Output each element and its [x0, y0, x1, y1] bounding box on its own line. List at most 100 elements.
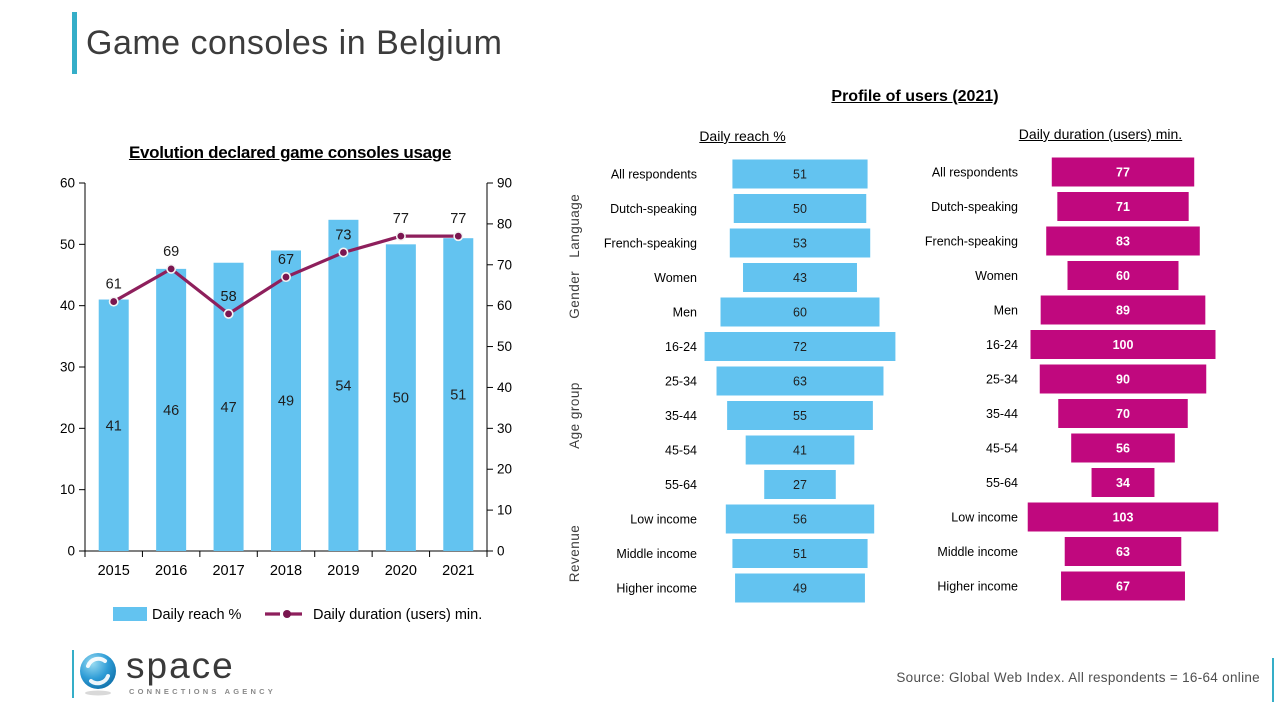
bar: [1091, 468, 1155, 497]
category-label: French-speaking: [604, 237, 697, 251]
category-label: Dutch-speaking: [931, 200, 1018, 214]
x-axis-category-label: 2018: [270, 563, 302, 579]
bar-value-label: 103: [1113, 511, 1134, 525]
bar: [156, 268, 187, 551]
group-label: Gender: [567, 271, 582, 319]
bar-value-label: 67: [1116, 580, 1130, 594]
category-label: 25-34: [986, 373, 1018, 387]
right-axis-tick-label: 20: [497, 462, 512, 477]
category-label: Women: [654, 271, 697, 285]
bar-value-label: 83: [1116, 235, 1130, 249]
evolution-chart-section: Evolution declared game consoles usage 0…: [55, 143, 525, 637]
bar: [1064, 537, 1182, 566]
category-label: Low income: [630, 513, 697, 527]
left-axis-tick-label: 50: [60, 237, 75, 252]
bar-value-label: 51: [793, 168, 807, 182]
line-value-label: 77: [450, 211, 466, 227]
space-logo-sphere-icon: [80, 653, 116, 696]
x-axis-category-label: 2020: [385, 563, 417, 579]
line-marker: [395, 231, 406, 242]
category-label: 16-24: [665, 340, 697, 354]
right-axis-tick-label: 40: [497, 380, 512, 395]
category-label: Dutch-speaking: [610, 202, 697, 216]
category-label: French-speaking: [925, 235, 1018, 249]
bar-value-label: 63: [1116, 545, 1130, 559]
category-label: Higher income: [616, 582, 697, 596]
bar: [1046, 226, 1200, 256]
bar-value-label: 49: [278, 394, 294, 410]
bar: [1027, 502, 1219, 532]
bar: [443, 238, 474, 551]
x-axis-category-label: 2015: [98, 563, 130, 579]
bar-value-label: 90: [1116, 373, 1130, 387]
bar-value-label: 43: [793, 271, 807, 285]
daily-reach-chart: 51 All respondents 50 Dutch-speaking 53 Frenc…: [567, 159, 896, 603]
left-axis-tick-label: 10: [60, 482, 75, 497]
category-label: 25-34: [665, 375, 697, 389]
line-value-label: 61: [106, 277, 122, 293]
right-axis-tick-label: 0: [497, 544, 505, 559]
line-marker: [281, 272, 292, 283]
bar-value-label: 54: [335, 378, 351, 394]
category-label: All respondents: [932, 166, 1018, 180]
bar: [1051, 157, 1195, 187]
daily-duration-chart-block: Daily duration (users) min. 77 All respon…: [905, 126, 1240, 611]
line-marker: [223, 308, 234, 319]
bar: [1071, 433, 1175, 463]
daily-duration-title: Daily duration (users) min.: [1018, 126, 1183, 142]
left-axis-tick-label: 0: [67, 544, 75, 559]
line-marker: [338, 247, 349, 258]
category-label: 35-44: [986, 407, 1018, 421]
bar: [725, 504, 875, 534]
evolution-chart-title: Evolution declared game consoles usage: [128, 143, 452, 162]
source-accent-bar: [1272, 658, 1274, 702]
bar: [727, 401, 873, 430]
line-value-label: 67: [278, 252, 294, 268]
bar: [720, 297, 880, 327]
legend-line-marker: [283, 610, 291, 618]
line-marker: [166, 263, 177, 274]
category-label: Men: [994, 304, 1018, 318]
space-logo-tagline: CONNECTIONS AGENCY: [129, 687, 276, 696]
bar-value-label: 51: [450, 388, 466, 404]
left-axis-tick-label: 60: [60, 176, 75, 191]
line-marker: [453, 231, 464, 242]
category-label: Women: [975, 269, 1018, 283]
category-label: 55-64: [665, 478, 697, 492]
category-label: Middle income: [616, 547, 697, 561]
bar-value-label: 50: [793, 202, 807, 216]
line-value-label: 69: [163, 244, 179, 260]
daily-reach-title: Daily reach %: [699, 128, 786, 144]
bar: [745, 435, 855, 465]
bar: [729, 228, 871, 258]
bar: [732, 539, 868, 568]
bar-value-label: 70: [1116, 407, 1130, 421]
bar: [1061, 571, 1185, 601]
category-label: 55-64: [986, 476, 1018, 490]
bar-value-label: 51: [793, 547, 807, 561]
x-axis-category-label: 2019: [327, 563, 359, 579]
right-axis-tick-label: 70: [497, 257, 512, 272]
bar-value-label: 56: [793, 513, 807, 527]
bar: [764, 470, 836, 499]
category-label: Middle income: [937, 545, 1018, 559]
bar-value-label: 49: [793, 582, 807, 596]
bar-value-label: 100: [1113, 338, 1134, 352]
right-axis-tick-label: 90: [497, 176, 512, 191]
category-label: 45-54: [986, 442, 1018, 456]
bar-value-label: 77: [1116, 166, 1130, 180]
bar: [1040, 295, 1206, 325]
bar-value-label: 46: [163, 403, 179, 419]
x-axis-category-label: 2016: [155, 563, 187, 579]
bar: [743, 263, 857, 292]
right-axis-tick-label: 30: [497, 421, 512, 436]
bar-value-label: 41: [793, 444, 807, 458]
bar-value-label: 34: [1116, 476, 1130, 490]
category-label: All respondents: [611, 168, 697, 182]
right-axis-tick-label: 60: [497, 298, 512, 313]
bar-value-label: 27: [793, 478, 807, 492]
bar: [704, 332, 896, 361]
bar: [1030, 330, 1216, 359]
bar: [385, 244, 416, 551]
bar: [271, 250, 301, 551]
